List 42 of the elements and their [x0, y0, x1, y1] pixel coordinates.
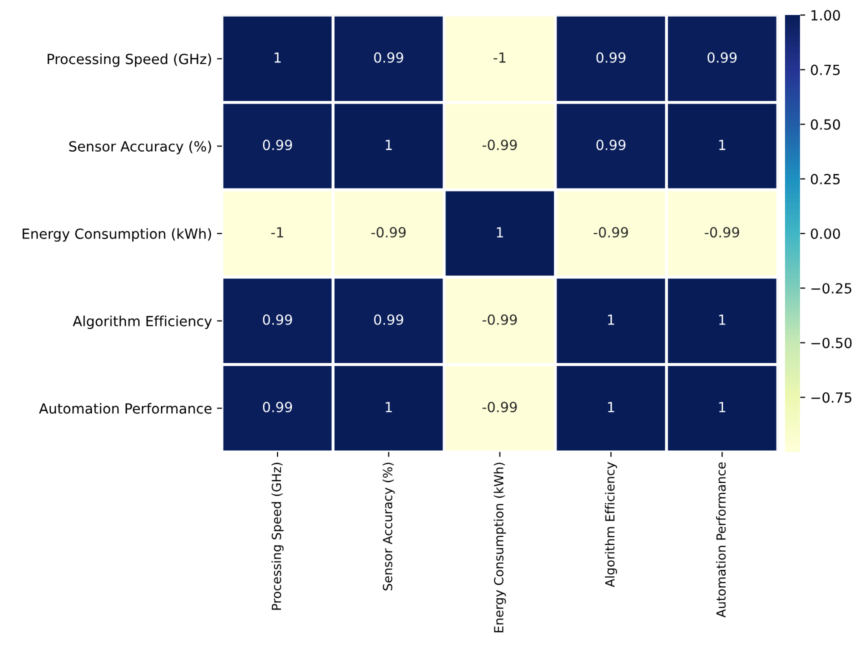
data-label: -1 [494, 52, 506, 63]
data-label: 1 [719, 140, 726, 150]
data-label: -1 [271, 227, 284, 238]
x-tick-label: Algorithm Efficiency [604, 462, 618, 588]
color-bar-label: 0.50 [810, 119, 840, 130]
color-bar-label: 1.00 [811, 10, 840, 21]
color-bar-label: −0.25 [811, 283, 852, 294]
data-label: 0.99 [374, 314, 404, 325]
x-tick-label: Automation Performance [716, 462, 726, 618]
y-tick-label: Algorithm Efficiency [72, 316, 212, 330]
data-label: 1 [496, 227, 503, 238]
data-label: -0.99 [704, 227, 740, 238]
data-label: 0.99 [262, 402, 292, 412]
data-label: -0.99 [482, 140, 517, 150]
data-label: 1 [719, 402, 726, 412]
y-tick-label: Automation Performance [39, 402, 212, 414]
data-label: -0.99 [371, 227, 406, 238]
color-bar-label: 0.25 [810, 174, 840, 184]
y-tick-label: Sensor Accuracy (%) [69, 140, 212, 154]
x-tick-label: Energy Consumption (kWh) [494, 462, 506, 632]
color-bar-label: 0.00 [810, 228, 840, 239]
data-label: 0.99 [596, 140, 626, 150]
data-label: 1 [608, 402, 614, 412]
data-label: -0.99 [482, 402, 517, 412]
x-tick-label: Sensor Accuracy (%) [382, 462, 395, 590]
data-label: 0.99 [708, 52, 737, 63]
data-label: 1 [274, 52, 281, 63]
color-bar-label: −0.75 [811, 392, 852, 403]
data-label: -0.99 [482, 314, 517, 325]
data-label: 1 [386, 402, 392, 412]
data-label: 0.99 [262, 314, 292, 325]
color-bar-label: 0.75 [810, 64, 840, 76]
data-label: -0.99 [594, 227, 628, 238]
data-label: 0.99 [374, 52, 404, 63]
y-tick-label: Processing Speed (GHz) [48, 53, 212, 67]
data-label: 1 [608, 314, 614, 325]
data-label: 1 [719, 314, 726, 325]
data-label: 1 [386, 140, 392, 150]
data-label: 0.99 [262, 140, 292, 150]
y-tick-label: Energy Consumption (kWh) [22, 228, 212, 242]
data-label: 0.99 [596, 52, 626, 63]
color-bar-label: −0.50 [811, 338, 852, 348]
